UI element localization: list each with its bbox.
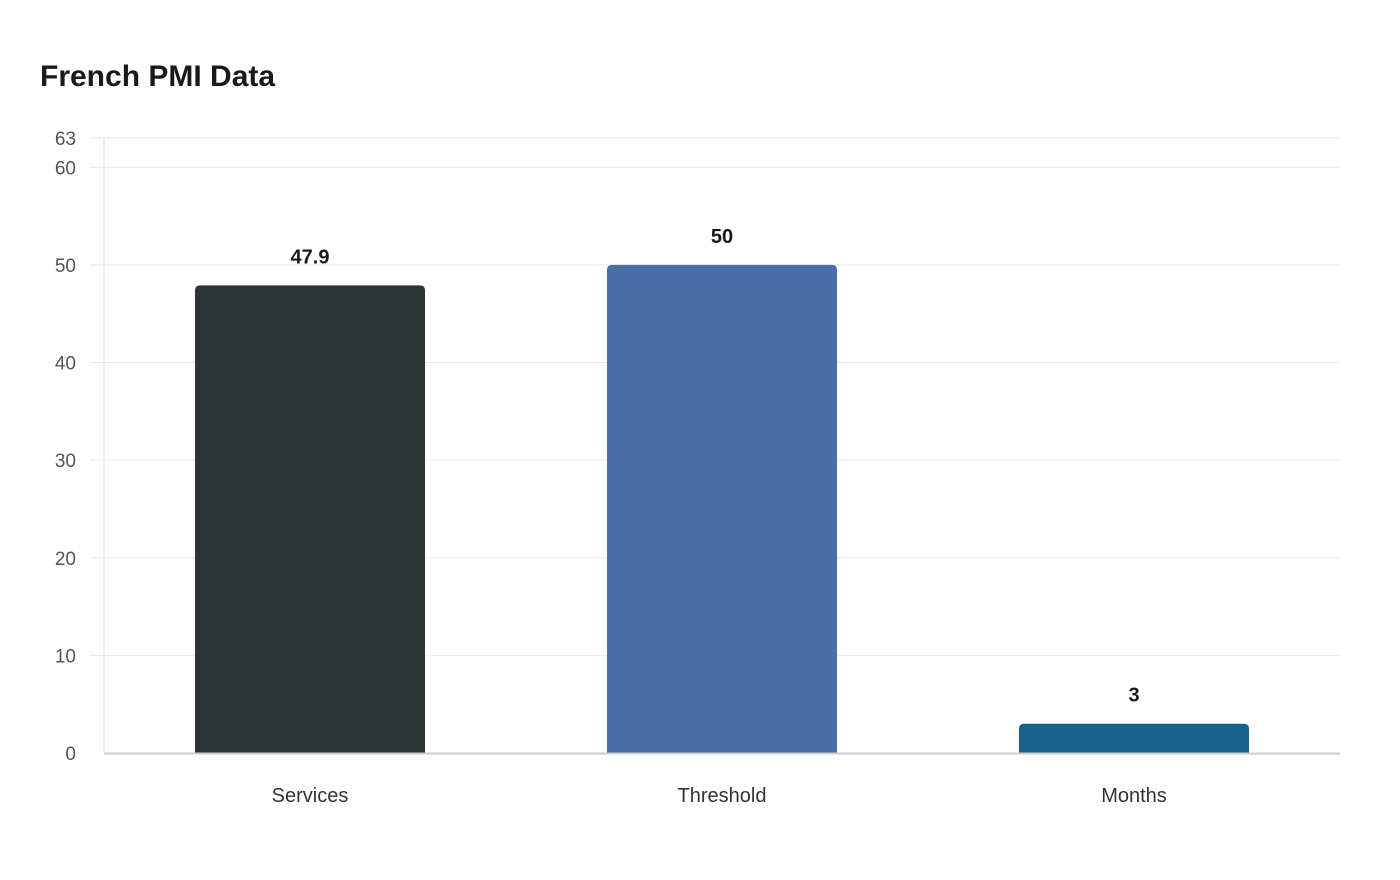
y-tick-label: 50 xyxy=(55,256,76,277)
y-tick-label: 0 xyxy=(65,744,76,765)
data-label: 50 xyxy=(711,226,733,248)
data-label: 3 xyxy=(1128,685,1139,707)
y-tick-label: 20 xyxy=(55,549,76,570)
data-label: 47.9 xyxy=(291,246,330,268)
x-tick-label: Threshold xyxy=(678,785,767,807)
y-tick-label: 10 xyxy=(55,646,76,667)
y-tick-label: 40 xyxy=(55,354,76,375)
bar-threshold xyxy=(607,264,837,753)
y-tick-label: 30 xyxy=(55,451,76,472)
chart-title: French PMI Data xyxy=(40,60,276,93)
x-tick-label: Months xyxy=(1101,785,1167,807)
y-tick-label: 60 xyxy=(55,158,76,179)
bar-services xyxy=(195,285,425,753)
y-tick-label: 63 xyxy=(55,129,76,150)
x-tick-label: Services xyxy=(272,785,349,807)
bar-months xyxy=(1019,723,1249,753)
